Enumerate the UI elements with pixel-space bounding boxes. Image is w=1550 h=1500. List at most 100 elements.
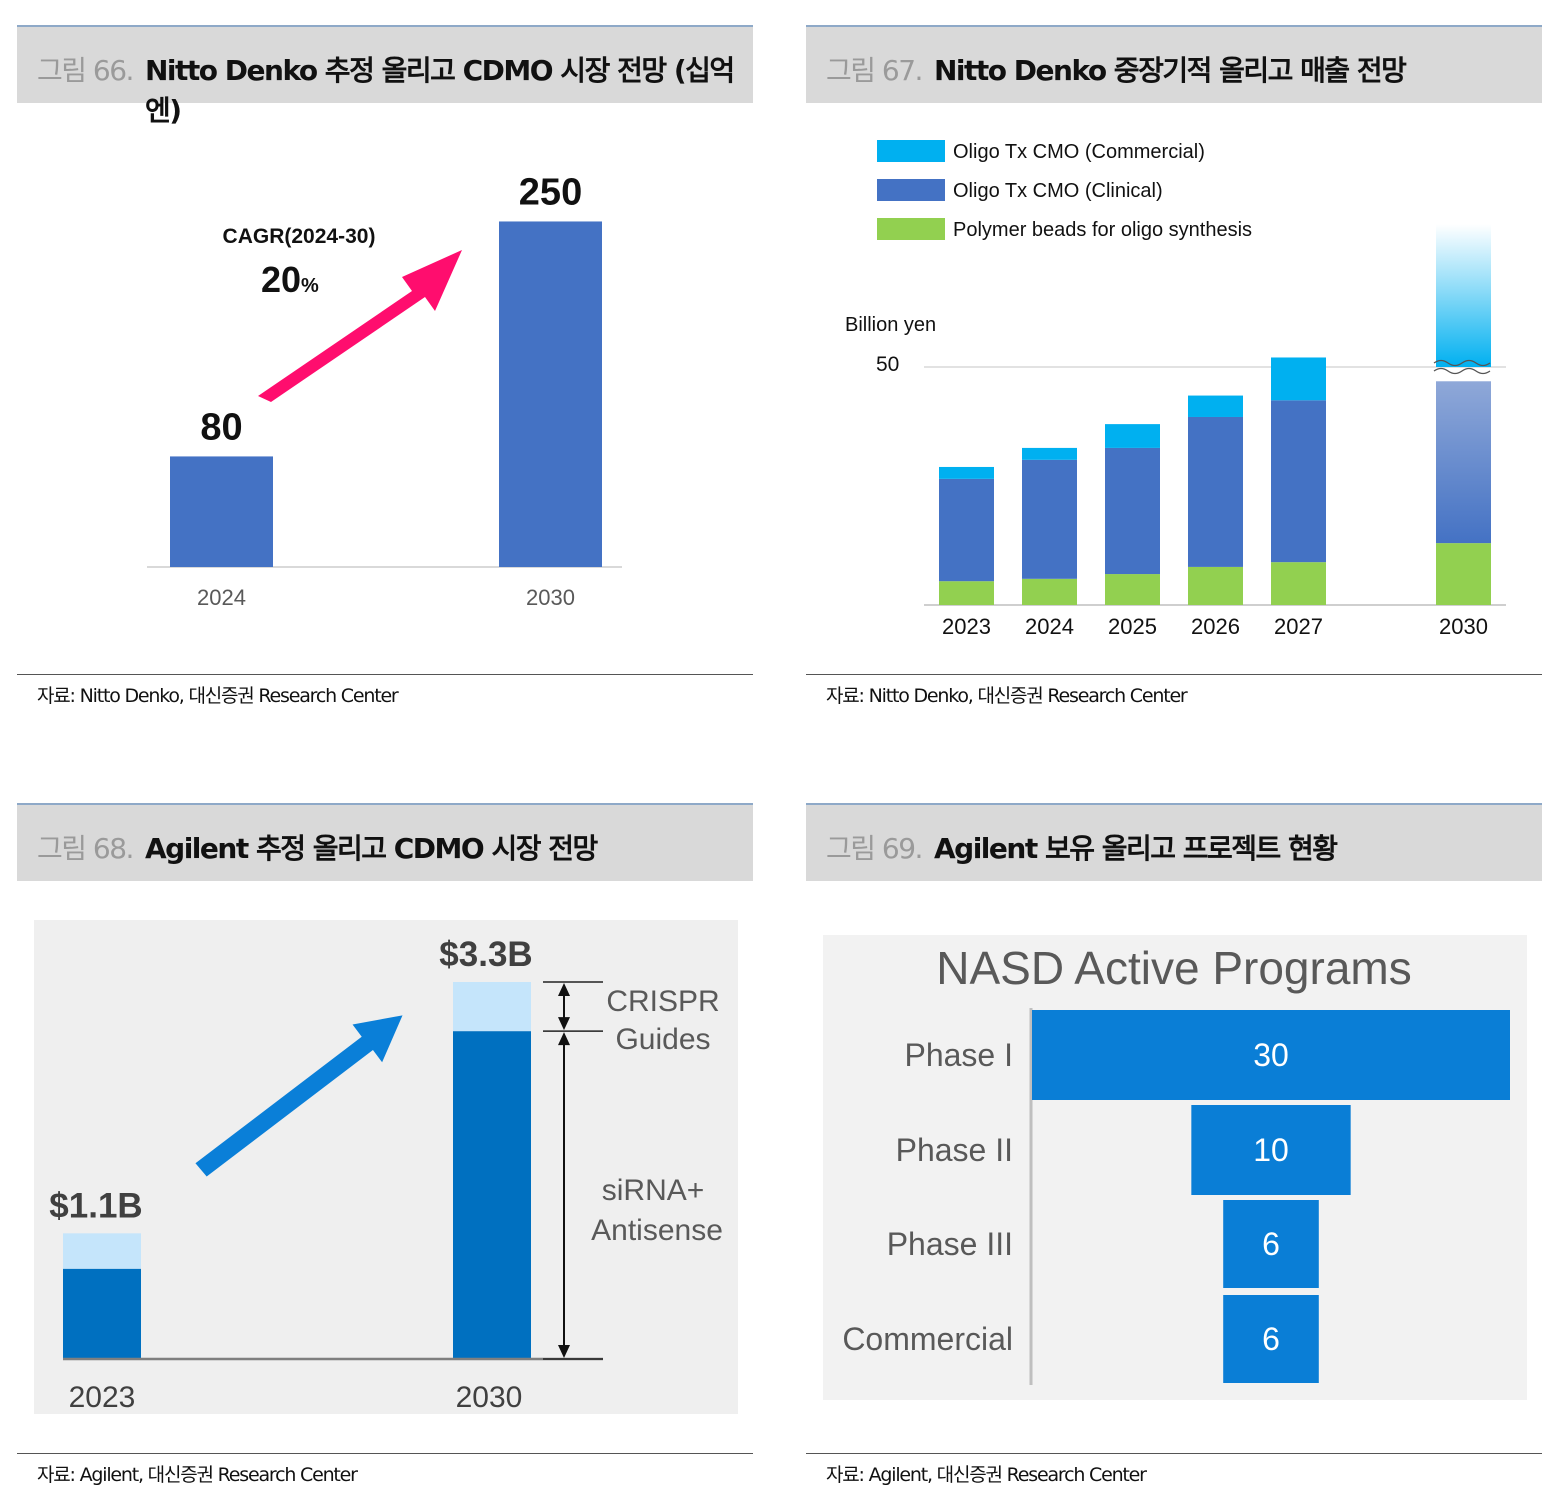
legend-swatch <box>877 140 945 162</box>
bar-segment-2030 <box>453 1031 531 1359</box>
bar-value-label: 30 <box>1253 1037 1289 1073</box>
oligo-revenue-chart: Oligo Tx CMO (Commercial) Oligo Tx CMO (C… <box>845 140 1506 639</box>
x-tick-label: 2030 <box>456 1381 523 1414</box>
source-note: 자료: Agilent, 대신증권 Research Center <box>826 1464 1147 1486</box>
source-note: 자료: Nitto Denko, 대신증권 Research Center <box>826 685 1188 707</box>
category-label: Commercial <box>842 1321 1013 1357</box>
series-label-sirna: Antisense <box>591 1214 723 1247</box>
legend-label: Oligo Tx CMO (Commercial) <box>953 141 1205 163</box>
crispr-bracket-arrow-head <box>558 983 570 996</box>
cdmo-market-chart: 80 2024 250 2030 CAGR(2024-30) 20% <box>147 171 622 610</box>
source-divider <box>17 674 753 675</box>
bar-segment-2024 <box>1022 459 1077 579</box>
bar-value-label: 10 <box>1253 1132 1289 1168</box>
bar-segment-2025 <box>1105 574 1160 605</box>
source-divider <box>806 1453 1542 1454</box>
x-tick-label: 2030 <box>1439 614 1488 639</box>
funnel-bar-commercial <box>1223 1295 1319 1383</box>
bar-segment-2030-clinical <box>1436 381 1491 544</box>
bar-2030 <box>499 221 602 567</box>
x-tick-label: 2027 <box>1274 614 1323 639</box>
bar-segment-2026 <box>1188 416 1243 567</box>
chart-background <box>34 920 738 1414</box>
bar-segment-2030-commercial <box>1436 224 1491 367</box>
bar-segment-2023 <box>939 478 994 582</box>
axis-break-mark <box>1433 359 1491 367</box>
bar-value-label: 6 <box>1262 1226 1280 1262</box>
growth-arrow <box>258 250 462 402</box>
bar-2024 <box>170 456 273 567</box>
category-label: Phase I <box>904 1037 1013 1073</box>
sirna-bracket-arrow-head <box>558 1345 570 1358</box>
category-label: Phase III <box>887 1226 1013 1262</box>
bar-segment-2023 <box>63 1268 141 1359</box>
bar-segment-2025 <box>1105 447 1160 575</box>
source-divider <box>17 1453 753 1454</box>
bar-segment-2024 <box>1022 447 1077 460</box>
bar-segment-2027 <box>1271 357 1326 401</box>
bar-segment-2030 <box>1436 543 1491 605</box>
figure-header: 그림 67. Nitto Denko 중장기적 올리고 매출 전망 <box>806 25 1542 103</box>
figure-header: 그림 69. Agilent 보유 올리고 프로젝트 현황 <box>806 803 1542 881</box>
data-label-2024: 80 <box>200 406 242 448</box>
x-tick-label: 2024 <box>1025 614 1074 639</box>
figure-number: 그림 69. <box>826 832 923 865</box>
figure-number: 그림 67. <box>826 54 923 87</box>
axis-break-mark <box>1433 367 1491 375</box>
bar-segment-2024 <box>1022 578 1077 605</box>
crispr-bracket-arrow-head <box>558 1017 570 1031</box>
bar-segment-2025 <box>1105 424 1160 448</box>
legend-swatch <box>877 218 945 240</box>
figure-68: 그림 68. Agilent 추정 올리고 CDMO 시장 전망 $1.1B 20… <box>17 803 753 1493</box>
cagr-label: CAGR(2024-30) <box>223 225 376 248</box>
data-label-2030: $3.3B <box>439 935 532 974</box>
y-tick-label: 50 <box>876 353 899 376</box>
legend-swatch <box>877 179 945 201</box>
x-tick-label: 2023 <box>69 1381 136 1414</box>
series-label-crispr: Guides <box>615 1023 710 1056</box>
bar-segment-2026 <box>1188 566 1243 605</box>
x-tick-label: 2025 <box>1108 614 1157 639</box>
figure-69: 그림 69. Agilent 보유 올리고 프로젝트 현황 NASD Activ… <box>806 803 1542 1493</box>
nasd-programs-chart: NASD Active Programs 30 Phase I 10 Phase II 6… <box>823 935 1527 1400</box>
x-tick-label: 2024 <box>197 585 246 610</box>
figure-title: Agilent 보유 올리고 프로젝트 현황 <box>934 832 1338 865</box>
source-divider <box>806 674 1542 675</box>
bar-segment-2030 <box>453 982 531 1032</box>
figure-title: Nitto Denko 중장기적 올리고 매출 전망 <box>934 54 1407 87</box>
bar-value-label: 6 <box>1262 1321 1280 1357</box>
bar-segment-2023 <box>63 1233 141 1269</box>
legend-label: Oligo Tx CMO (Clinical) <box>953 180 1163 202</box>
funnel-bar-phase-ii <box>1191 1105 1351 1195</box>
figure-header: 그림 66. Nitto Denko 추정 올리고 CDMO 시장 전망 (십억… <box>17 25 753 127</box>
x-tick-label: 2023 <box>942 614 991 639</box>
cagr-value: 20% <box>261 259 319 300</box>
figure-number: 그림 66. <box>37 54 134 87</box>
legend-label: Polymer beads for oligo synthesis <box>953 219 1252 241</box>
source-note: 자료: Agilent, 대신증권 Research Center <box>37 1464 358 1486</box>
x-tick-label: 2030 <box>526 585 575 610</box>
bar-segment-2023 <box>939 466 994 479</box>
funnel-bar-phase-iii <box>1223 1200 1319 1288</box>
data-label-2023: $1.1B <box>49 1186 142 1225</box>
source-note: 자료: Nitto Denko, 대신증권 Research Center <box>37 685 399 707</box>
bar-segment-2026 <box>1188 395 1243 417</box>
x-tick-label: 2026 <box>1191 614 1240 639</box>
agilent-market-chart: $1.1B 2023 $3.3B 2030 CRISPR Guides siRNA+ Anti… <box>34 920 738 1414</box>
figure-title: Agilent 추정 올리고 CDMO 시장 전망 <box>145 832 598 865</box>
figure-header: 그림 68. Agilent 추정 올리고 CDMO 시장 전망 <box>17 803 753 881</box>
figure-number: 그림 68. <box>37 832 134 865</box>
data-label-2030: 250 <box>519 171 582 213</box>
bar-segment-2023 <box>939 581 994 605</box>
chart-title: NASD Active Programs <box>936 942 1411 994</box>
category-label: Phase II <box>896 1132 1013 1168</box>
series-label-crispr: CRISPR <box>606 985 719 1018</box>
figure-67: 그림 67. Nitto Denko 중장기적 올리고 매출 전망 Oligo … <box>806 25 1542 725</box>
sirna-bracket-arrow-head <box>558 1032 570 1046</box>
figure-title: Nitto Denko 추정 올리고 CDMO 시장 전망 (십억엔) <box>145 54 735 127</box>
growth-arrow <box>195 1015 403 1177</box>
funnel-bar-phase-i <box>1032 1010 1510 1100</box>
bar-segment-2027 <box>1271 562 1326 605</box>
bar-segment-2027 <box>1271 400 1326 563</box>
figure-66: 그림 66. Nitto Denko 추정 올리고 CDMO 시장 전망 (십억… <box>17 25 753 725</box>
